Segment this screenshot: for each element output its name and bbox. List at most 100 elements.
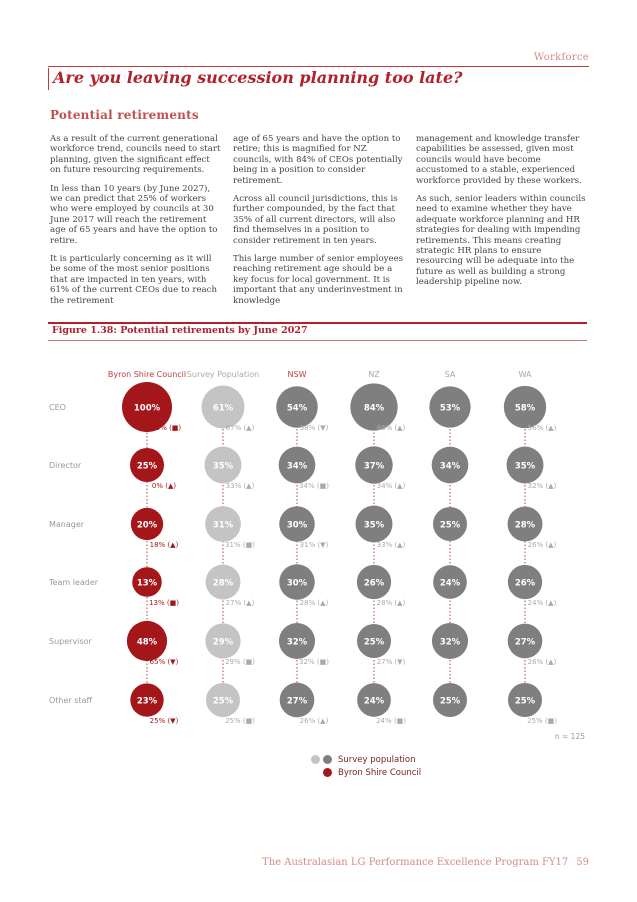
bubble-manager-byron-shire-council bbox=[130, 507, 164, 541]
prior-label-manager-survey-population: 31% (■) bbox=[225, 541, 255, 549]
bubble-value-team-leader-byron-shire-council: 13% bbox=[137, 579, 158, 589]
prior-label-director-nsw: 34% (■) bbox=[299, 482, 329, 490]
bubble-value-ceo-survey-population: 61% bbox=[213, 404, 234, 414]
bubble-other-staff-nz bbox=[357, 683, 391, 717]
bubble-director-nz bbox=[355, 446, 393, 484]
bubble-director-sa bbox=[431, 446, 469, 484]
bubble-manager-sa bbox=[433, 507, 467, 541]
bubble-supervisor-byron-shire-council bbox=[126, 620, 168, 662]
column-header-nz: NZ bbox=[368, 370, 380, 379]
bubble-value-team-leader-wa: 26% bbox=[515, 579, 536, 589]
paragraph: As such, senior leaders within councils … bbox=[416, 194, 586, 288]
bubble-value-other-staff-nsw: 27% bbox=[287, 697, 308, 707]
bubble-team-leader-survey-population bbox=[205, 564, 241, 600]
bubble-ceo-nsw bbox=[276, 386, 318, 428]
text-column-1: As a result of the current generational … bbox=[50, 134, 222, 314]
bubble-ceo-sa bbox=[429, 386, 471, 428]
bubble-value-ceo-wa: 58% bbox=[515, 404, 536, 414]
bubble-value-ceo-nsw: 54% bbox=[287, 404, 308, 414]
bubble-value-manager-nz: 35% bbox=[364, 521, 385, 531]
paragraph: management and knowledge transfer capabi… bbox=[416, 134, 582, 186]
prior-label-supervisor-nsw: 32% (■) bbox=[299, 658, 329, 666]
prior-label-ceo-nsw: 58% (▼) bbox=[300, 424, 329, 432]
column-header-byron-shire-council: Byron Shire Council bbox=[108, 370, 186, 379]
bubble-value-director-sa: 34% bbox=[440, 462, 461, 472]
prior-label-supervisor-survey-population: 29% (■) bbox=[225, 658, 255, 666]
bubble-director-nsw bbox=[278, 446, 316, 484]
bubble-other-staff-nsw bbox=[279, 682, 315, 718]
prior-label-other-staff-nz: 24% (■) bbox=[376, 717, 406, 725]
prior-label-director-survey-population: 33% (▲) bbox=[226, 482, 255, 490]
row-label-director: Director bbox=[49, 461, 82, 470]
prior-label-team-leader-nz: 28% (▲) bbox=[377, 599, 406, 607]
bubble-value-team-leader-nsw: 30% bbox=[287, 579, 308, 589]
row-label-manager: Manager bbox=[49, 520, 85, 529]
prior-label-director-wa: 32% (▲) bbox=[528, 482, 557, 490]
prior-label-team-leader-wa: 24% (▲) bbox=[528, 599, 557, 607]
text-column-2: age of 65 years and have the option to r… bbox=[233, 134, 405, 314]
bubble-value-other-staff-sa: 25% bbox=[440, 697, 461, 707]
legend-byron-dot bbox=[323, 768, 332, 777]
figure-title: Figure 1.38: Potential retirements by Ju… bbox=[52, 325, 308, 336]
bubble-value-supervisor-nz: 25% bbox=[364, 638, 385, 648]
prior-label-director-nz: 34% (▲) bbox=[377, 482, 406, 490]
bubble-other-staff-sa bbox=[433, 683, 467, 717]
prior-label-ceo-byron-shire-council: 100% (■) bbox=[147, 424, 182, 432]
legend-survey-dark-dot bbox=[323, 755, 332, 764]
bubble-value-director-survey-population: 35% bbox=[213, 462, 234, 472]
page-title: Are you leaving succession planning too … bbox=[53, 68, 463, 87]
title-accent-bar bbox=[48, 68, 49, 90]
prior-label-manager-wa: 26% (▲) bbox=[528, 541, 557, 549]
prior-label-team-leader-nsw: 28% (▲) bbox=[300, 599, 329, 607]
prior-label-supervisor-byron-shire-council: 65% (▼) bbox=[150, 658, 179, 666]
bubble-supervisor-wa bbox=[507, 623, 543, 659]
legend: Survey population Byron Shire Council bbox=[311, 753, 421, 779]
prior-label-ceo-survey-population: 67% (▲) bbox=[226, 424, 255, 432]
row-label-supervisor: Supervisor bbox=[49, 637, 92, 646]
footer: The Australasian LG Performance Excellen… bbox=[262, 857, 589, 868]
paragraph: age of 65 years and have the option to r… bbox=[233, 134, 403, 186]
prior-label-supervisor-nz: 27% (▼) bbox=[377, 658, 406, 666]
bubble-manager-wa bbox=[507, 506, 543, 542]
legend-survey-label: Survey population bbox=[338, 754, 416, 765]
prior-label-other-staff-byron-shire-council: 25% (▼) bbox=[150, 717, 179, 725]
bubble-supervisor-nz bbox=[357, 624, 391, 658]
bubble-manager-survey-population bbox=[205, 506, 241, 542]
text-column-3: management and knowledge transfer capabi… bbox=[416, 134, 588, 296]
bubble-team-leader-nsw bbox=[279, 564, 315, 600]
bubble-team-leader-nz bbox=[356, 564, 392, 600]
bubble-other-staff-byron-shire-council bbox=[130, 683, 164, 717]
prior-label-other-staff-wa: 25% (■) bbox=[527, 717, 557, 725]
bubble-value-team-leader-nz: 26% bbox=[364, 579, 385, 589]
legend-survey-light-dot bbox=[311, 755, 320, 764]
bubble-value-ceo-sa: 53% bbox=[440, 404, 461, 414]
prior-label-ceo-nz: 86% (▲) bbox=[377, 424, 406, 432]
column-header-survey-population: Survey Population bbox=[187, 370, 259, 379]
row-label-team-leader: Team leader bbox=[48, 578, 99, 587]
prior-label-manager-byron-shire-council: 18% (▲) bbox=[150, 541, 179, 549]
bubble-value-other-staff-byron-shire-council: 23% bbox=[137, 697, 158, 707]
bubble-ceo-nz bbox=[350, 383, 398, 431]
page-number: 59 bbox=[576, 857, 589, 868]
bubble-ceo-survey-population bbox=[201, 385, 245, 429]
prior-label-other-staff-nsw: 26% (▲) bbox=[300, 717, 329, 725]
column-header-sa: SA bbox=[445, 370, 456, 379]
paragraph: Across all council jurisdictions, this i… bbox=[233, 194, 398, 246]
bubble-team-leader-byron-shire-council bbox=[132, 567, 162, 597]
bubble-value-director-nsw: 34% bbox=[287, 462, 308, 472]
figure-rule-bottom bbox=[48, 340, 587, 341]
legend-byron: Byron Shire Council bbox=[311, 766, 421, 779]
bubble-team-leader-sa bbox=[433, 565, 467, 599]
bubble-value-manager-byron-shire-council: 20% bbox=[137, 521, 158, 531]
bubble-supervisor-nsw bbox=[278, 622, 316, 660]
bubble-value-director-byron-shire-council: 25% bbox=[137, 462, 158, 472]
bubble-value-team-leader-sa: 24% bbox=[440, 579, 461, 589]
bubble-manager-nz bbox=[355, 505, 393, 543]
bubble-value-other-staff-survey-population: 25% bbox=[213, 697, 234, 707]
prior-label-supervisor-wa: 26% (▲) bbox=[528, 658, 557, 666]
bubble-value-other-staff-nz: 24% bbox=[364, 697, 385, 707]
bubble-ceo-byron-shire-council bbox=[122, 382, 172, 432]
column-header-nsw: NSW bbox=[288, 370, 307, 379]
figure-rule-top bbox=[48, 322, 587, 324]
